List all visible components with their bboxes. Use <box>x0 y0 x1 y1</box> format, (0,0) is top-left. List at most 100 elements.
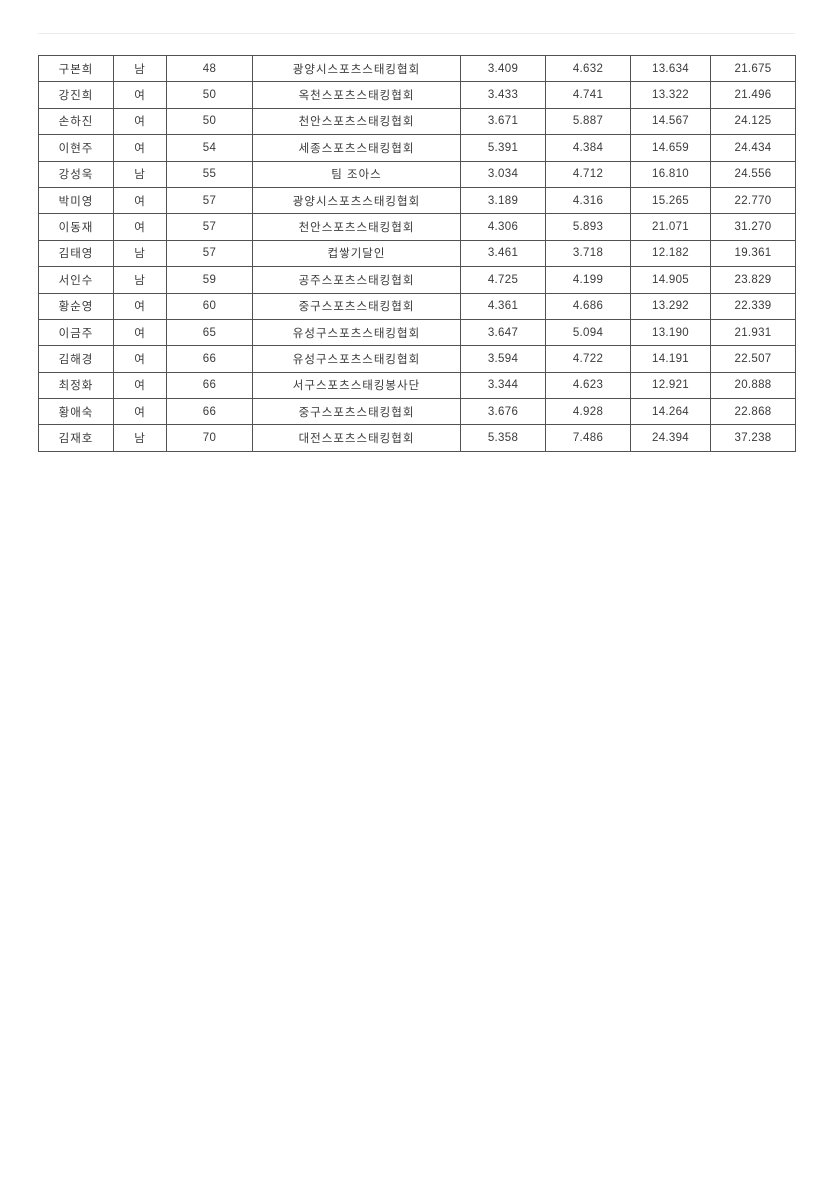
cell-gender: 여 <box>113 318 167 347</box>
table-row: 강진희 여 50 옥천스포츠스태킹협회 3.433 4.741 13.322 21.496 <box>38 81 796 109</box>
cell-gender: 여 <box>113 345 167 373</box>
cell-time1: 5.358 <box>460 424 546 452</box>
table-row: 김재호 남 70 대전스포츠스태킹협회 5.358 7.486 24.394 37.238 <box>38 424 796 452</box>
cell-name: 김재호 <box>38 424 114 452</box>
cell-gender: 남 <box>113 160 167 188</box>
cell-time3: 14.264 <box>630 398 711 426</box>
cell-time3: 14.905 <box>630 266 711 294</box>
cell-team: 중구스포츠스태킹협회 <box>252 292 461 320</box>
cell-time4: 22.339 <box>710 292 796 320</box>
cell-gender: 남 <box>113 424 167 452</box>
cell-age: 65 <box>166 318 253 347</box>
page-top-artifact-line <box>38 33 795 34</box>
cell-name: 최정화 <box>38 371 114 400</box>
cell-name: 이동재 <box>38 213 114 241</box>
cell-time4: 21.496 <box>710 81 796 109</box>
cell-team: 천안스포츠스태킹협회 <box>252 107 461 136</box>
cell-team: 컵쌓기달인 <box>252 239 461 268</box>
cell-time4: 21.931 <box>710 318 796 347</box>
cell-age: 66 <box>166 345 253 373</box>
table-row: 이동재 여 57 천안스포츠스태킹협회 4.306 5.893 21.071 31.270 <box>38 213 796 241</box>
table-row: 강성욱 남 55 팀 조아스 3.034 4.712 16.810 24.556 <box>38 160 796 188</box>
cell-time3: 15.265 <box>630 186 711 215</box>
cell-gender: 여 <box>113 186 167 215</box>
cell-age: 57 <box>166 186 253 215</box>
cell-gender: 여 <box>113 371 167 400</box>
cell-time3: 12.921 <box>630 371 711 400</box>
cell-time1: 3.676 <box>460 398 546 426</box>
cell-name: 강성욱 <box>38 160 114 188</box>
cell-age: 50 <box>166 81 253 109</box>
cell-name: 황순영 <box>38 292 114 320</box>
cell-time2: 5.887 <box>545 107 631 136</box>
cell-age: 70 <box>166 424 253 452</box>
stacking-results-table-body: 구본희 남 48 광양시스포츠스태킹협회 3.409 4.632 13.634 21.675 강… <box>38 54 796 452</box>
cell-team: 유성구스포츠스태킹협회 <box>252 345 461 373</box>
cell-name: 이금주 <box>38 318 114 347</box>
cell-age: 54 <box>166 134 253 162</box>
cell-time3: 16.810 <box>630 160 711 188</box>
cell-team: 대전스포츠스태킹협회 <box>252 424 461 452</box>
cell-time2: 4.384 <box>545 134 631 162</box>
table-row: 황애숙 여 66 중구스포츠스태킹협회 3.676 4.928 14.264 22.868 <box>38 398 796 426</box>
cell-time4: 37.238 <box>710 424 796 452</box>
cell-time4: 20.888 <box>710 371 796 400</box>
cell-time1: 4.361 <box>460 292 546 320</box>
cell-time4: 24.125 <box>710 107 796 136</box>
cell-time4: 22.868 <box>710 398 796 426</box>
cell-team: 팀 조아스 <box>252 160 461 188</box>
cell-team: 세종스포츠스태킹협회 <box>252 134 461 162</box>
cell-time4: 24.434 <box>710 134 796 162</box>
cell-time2: 4.316 <box>545 186 631 215</box>
cell-time2: 7.486 <box>545 424 631 452</box>
cell-time3: 13.322 <box>630 81 711 109</box>
cell-gender: 여 <box>113 292 167 320</box>
cell-time1: 3.594 <box>460 345 546 373</box>
cell-name: 강진희 <box>38 81 114 109</box>
cell-time3: 21.071 <box>630 213 711 241</box>
cell-gender: 남 <box>113 54 167 83</box>
cell-time3: 14.567 <box>630 107 711 136</box>
cell-gender: 여 <box>113 213 167 241</box>
table-row: 김해경 여 66 유성구스포츠스태킹협회 3.594 4.722 14.191 22.507 <box>38 345 796 373</box>
cell-age: 50 <box>166 107 253 136</box>
cell-time1: 4.725 <box>460 266 546 294</box>
cell-age: 57 <box>166 213 253 241</box>
cell-name: 김태영 <box>38 239 114 268</box>
cell-name: 구본희 <box>38 54 114 83</box>
cell-time4: 22.507 <box>710 345 796 373</box>
cell-team: 광양시스포츠스태킹협회 <box>252 186 461 215</box>
cell-time2: 4.632 <box>545 54 631 83</box>
cell-age: 60 <box>166 292 253 320</box>
cell-team: 광양시스포츠스태킹협회 <box>252 54 461 83</box>
cell-time3: 12.182 <box>630 239 711 268</box>
cell-team: 서구스포츠스태킹봉사단 <box>252 371 461 400</box>
cell-age: 59 <box>166 266 253 294</box>
cell-time2: 5.094 <box>545 318 631 347</box>
cell-time3: 14.191 <box>630 345 711 373</box>
cell-gender: 여 <box>113 81 167 109</box>
cell-time2: 4.199 <box>545 266 631 294</box>
cell-gender: 남 <box>113 239 167 268</box>
cell-team: 옥천스포츠스태킹협회 <box>252 81 461 109</box>
cell-gender: 남 <box>113 266 167 294</box>
cell-time1: 3.034 <box>460 160 546 188</box>
cell-team: 유성구스포츠스태킹협회 <box>252 318 461 347</box>
cell-time2: 4.623 <box>545 371 631 400</box>
cell-time2: 4.722 <box>545 345 631 373</box>
cell-time4: 31.270 <box>710 213 796 241</box>
table-row: 최정화 여 66 서구스포츠스태킹봉사단 3.344 4.623 12.921 20.888 <box>38 371 796 400</box>
cell-time2: 4.712 <box>545 160 631 188</box>
cell-time3: 24.394 <box>630 424 711 452</box>
cell-time1: 4.306 <box>460 213 546 241</box>
cell-time3: 13.292 <box>630 292 711 320</box>
cell-time4: 19.361 <box>710 239 796 268</box>
cell-team: 중구스포츠스태킹협회 <box>252 398 461 426</box>
cell-name: 박미영 <box>38 186 114 215</box>
cell-time4: 22.770 <box>710 186 796 215</box>
table-row: 구본희 남 48 광양시스포츠스태킹협회 3.409 4.632 13.634 21.675 <box>38 54 796 83</box>
cell-time4: 24.556 <box>710 160 796 188</box>
cell-name: 황애숙 <box>38 398 114 426</box>
cell-name: 서인수 <box>38 266 114 294</box>
cell-time2: 4.928 <box>545 398 631 426</box>
